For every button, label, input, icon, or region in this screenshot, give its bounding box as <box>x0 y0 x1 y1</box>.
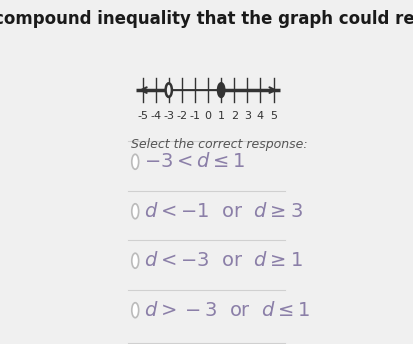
Text: $d < -3$  or  $d \geq 1$: $d < -3$ or $d \geq 1$ <box>144 251 303 270</box>
Text: -2: -2 <box>176 110 188 121</box>
Circle shape <box>132 204 139 219</box>
Circle shape <box>132 154 139 169</box>
Text: -5: -5 <box>137 110 148 121</box>
Text: Select the correct response:: Select the correct response: <box>131 138 308 151</box>
Text: -4: -4 <box>150 110 161 121</box>
Text: 2: 2 <box>231 110 238 121</box>
Text: 5: 5 <box>270 110 277 121</box>
Circle shape <box>166 83 172 97</box>
Text: $d > -3$  or  $d \leq 1$: $d > -3$ or $d \leq 1$ <box>144 301 310 320</box>
Text: 4: 4 <box>257 110 264 121</box>
Text: 0: 0 <box>204 110 211 121</box>
Circle shape <box>132 303 139 318</box>
Text: $-3 < d \leq 1$: $-3 < d \leq 1$ <box>144 152 245 171</box>
Circle shape <box>218 83 224 97</box>
Text: 3: 3 <box>244 110 251 121</box>
Text: $d < -1$  or  $d \geq 3$: $d < -1$ or $d \geq 3$ <box>144 202 303 221</box>
Circle shape <box>132 253 139 268</box>
Text: Write a compound inequality that the graph could represent.: Write a compound inequality that the gra… <box>0 10 413 28</box>
Text: -3: -3 <box>163 110 174 121</box>
Text: 1: 1 <box>218 110 225 121</box>
Text: -1: -1 <box>190 110 200 121</box>
